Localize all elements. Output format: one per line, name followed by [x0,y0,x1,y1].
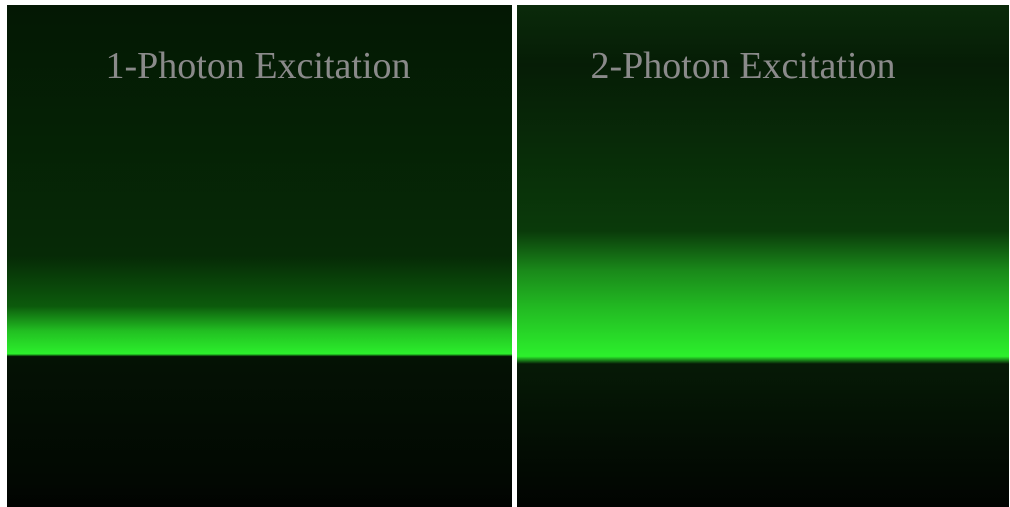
panel-label: 1-Photon Excitation [105,45,410,87]
panel-image [517,5,1009,507]
panel-image [7,5,512,507]
panel-label: 2-Photon Excitation [590,45,895,87]
